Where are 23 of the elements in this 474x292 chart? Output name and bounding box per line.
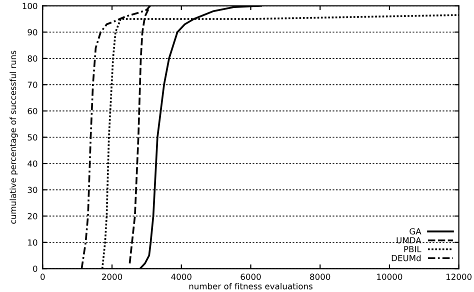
y-tick-label: 100 xyxy=(22,2,38,10)
x-tick-label: 0 xyxy=(40,274,45,280)
y-tick-label: 60 xyxy=(28,108,38,114)
y-tick-label: 50 xyxy=(28,134,38,141)
x-tick-label: 6000 xyxy=(240,274,261,280)
y-tick-label: 10 xyxy=(28,239,38,246)
y-tick-label: 70 xyxy=(28,82,38,88)
y-tick-label: 20 xyxy=(28,213,38,220)
y-tick-label: 40 xyxy=(28,160,38,167)
x-tick-label: 10000 xyxy=(377,274,402,280)
x-tick-label: 12000 xyxy=(446,274,472,280)
x-tick-label: 8000 xyxy=(310,274,330,280)
y-tick-label: 80 xyxy=(28,55,38,62)
y-tick-label: 90 xyxy=(28,29,38,36)
y-tick-label: 30 xyxy=(28,186,38,194)
y-tick-label: 0 xyxy=(33,266,38,272)
x-axis-title: number of fitness evaluations xyxy=(189,282,312,290)
y-axis-title: cumulative percentage of successful runs xyxy=(10,50,18,224)
legend-label: GA xyxy=(410,228,422,234)
x-tick-label: 2000 xyxy=(102,274,122,280)
legend-label: DEUMd xyxy=(392,254,421,262)
x-tick-label: 4000 xyxy=(171,274,192,280)
legend-label: PBIL xyxy=(404,246,422,252)
